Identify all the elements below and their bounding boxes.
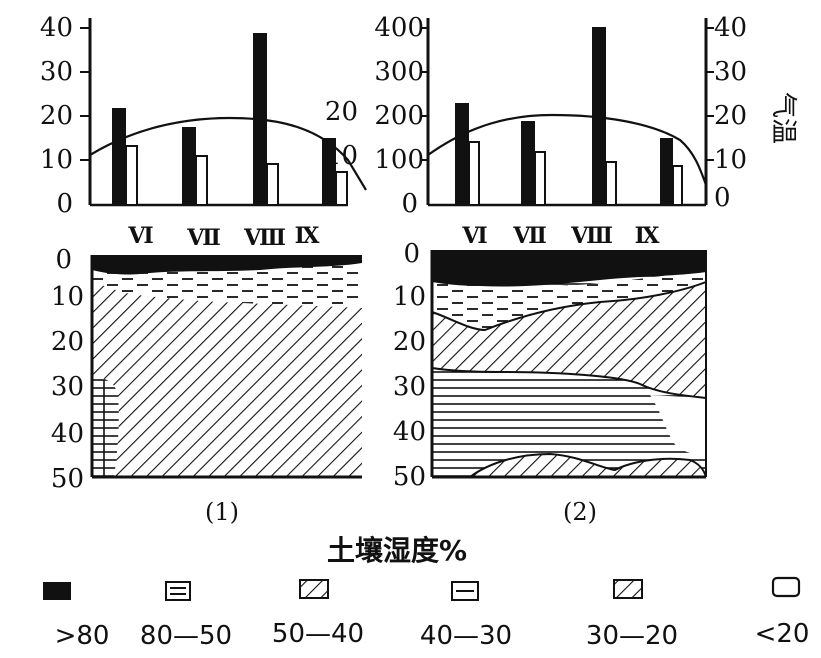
c1-caption: (1) — [205, 498, 239, 526]
c2-left-tick-200: 200 — [374, 101, 424, 131]
c2-month-VIII: Ⅷ — [570, 223, 613, 249]
c1-precip-bar-IX — [322, 138, 336, 205]
c2-right-tick-30: 30 — [714, 57, 747, 87]
legend-label-30-20: 30—20 — [586, 621, 678, 651]
legend-item-over-80: >80 — [43, 582, 109, 651]
c2-depth-tick-40: 40 — [393, 417, 426, 447]
c1-temp-bar-VII — [195, 155, 208, 206]
legend-label-50-40: 50—40 — [272, 619, 364, 649]
soil-panel-2: 0 10 20 30 40 50 — [393, 239, 707, 492]
chart-1: 40 30 20 10 0 20 10 Ⅵ Ⅶ Ⅷ Ⅸ — [40, 13, 367, 526]
c2-month-IX: Ⅸ — [635, 223, 660, 249]
c2-left-tick-400: 400 — [374, 13, 424, 43]
c2-depth-tick-10: 10 — [393, 282, 426, 312]
legend-item-80-50: 80—50 — [140, 581, 232, 651]
c1-right-tick-20: 20 — [325, 97, 358, 127]
c1-left-tick-40: 40 — [40, 13, 73, 43]
c1-precip-bar-VI — [112, 108, 126, 205]
soil-panel-1: 0 10 20 30 40 50 — [51, 245, 362, 494]
chart-2: 400 300 200 100 0 40 30 20 10 0 Ⅵ Ⅶ Ⅷ Ⅸ — [374, 13, 747, 526]
c1-depth-tick-0: 0 — [55, 245, 72, 275]
c2-month-VII: Ⅶ — [512, 223, 547, 249]
c2-temp-bar-VII — [534, 151, 546, 206]
c2-precip-bar-VII — [521, 121, 535, 205]
c1-temp-bar-IX — [335, 171, 348, 206]
c2-temp-bar-VI — [468, 141, 480, 206]
bar-panel-2: 400 300 200 100 0 40 30 20 10 0 Ⅵ Ⅶ Ⅷ Ⅸ — [374, 13, 747, 249]
legend-swatch-sparse-hatch — [613, 579, 643, 599]
c2-caption: (2) — [563, 498, 597, 526]
c1-depth-tick-30: 30 — [51, 372, 84, 402]
c2-left-tick-100: 100 — [374, 145, 424, 175]
c1-depth-tick-20: 20 — [51, 327, 84, 357]
c1-month-VII: Ⅶ — [186, 225, 221, 251]
legend: >80 80—50 50—40 40—30 30—20 <20 — [43, 576, 810, 651]
c1-month-VI: Ⅵ — [127, 223, 153, 249]
c1-left-tick-30: 30 — [40, 57, 73, 87]
c1-temp-bar-VIII — [266, 163, 279, 206]
c1-temp-bar-VI — [125, 145, 138, 206]
c2-depth-tick-30: 30 — [393, 372, 426, 402]
c1-depth-tick-10: 10 — [51, 282, 84, 312]
c2-right-tick-40: 40 — [714, 13, 747, 43]
c2-precip-bar-IX — [660, 138, 673, 205]
c1-depth-tick-50: 50 — [51, 464, 84, 494]
legend-label-under-20: <20 — [755, 619, 810, 649]
legend-label-80-50: 80—50 — [140, 621, 232, 651]
c2-precip-bar-VI — [455, 103, 469, 205]
c2-right-tick-0: 0 — [714, 183, 731, 213]
legend-swatch-dense-hatch — [299, 579, 329, 599]
c1-depth-tick-40: 40 — [51, 419, 84, 449]
legend-label-over-80: >80 — [55, 621, 110, 651]
legend-swatch-dashes — [165, 581, 191, 601]
c2-temp-bar-VIII — [605, 161, 617, 206]
c1-left-tick-20: 20 — [40, 101, 73, 131]
c2-temperature-curve — [427, 113, 708, 186]
c1-left-tick-0: 0 — [56, 189, 73, 219]
c2-depth-tick-50: 50 — [393, 462, 426, 492]
legend-item-under-20: <20 — [755, 576, 810, 649]
c1-month-IX: Ⅸ — [295, 223, 320, 249]
legend-label-40-30: 40—30 — [420, 621, 512, 651]
c2-depth-tick-0: 0 — [403, 239, 420, 269]
soil-moisture-title: 土壤湿度% — [327, 534, 467, 567]
temperature-axis-label: 气温 — [768, 92, 798, 144]
c2-left-tick-300: 300 — [374, 57, 424, 87]
c1-month-VIII: Ⅷ — [243, 225, 286, 251]
c1-temperature-curve — [89, 116, 367, 191]
c2-left-tick-0: 0 — [401, 189, 418, 219]
c2-precip-bar-VIII — [592, 27, 606, 205]
legend-item-40-30: 40—30 — [420, 581, 512, 651]
legend-swatch-blank — [771, 576, 801, 598]
c2-temp-bar-IX — [672, 165, 683, 206]
c1-left-tick-10: 10 — [40, 145, 73, 175]
c2-depth-tick-20: 20 — [393, 327, 426, 357]
c2-month-VI: Ⅵ — [461, 223, 487, 249]
c1-precip-bar-VII — [182, 127, 196, 205]
c2-right-tick-20: 20 — [714, 101, 747, 131]
legend-item-50-40: 50—40 — [272, 579, 364, 649]
c2-right-tick-10: 10 — [714, 145, 747, 175]
legend-swatch-solid — [43, 582, 71, 600]
legend-item-30-20: 30—20 — [586, 579, 678, 651]
bar-panel-1: 40 30 20 10 0 20 10 Ⅵ Ⅶ Ⅷ Ⅸ — [40, 13, 367, 251]
